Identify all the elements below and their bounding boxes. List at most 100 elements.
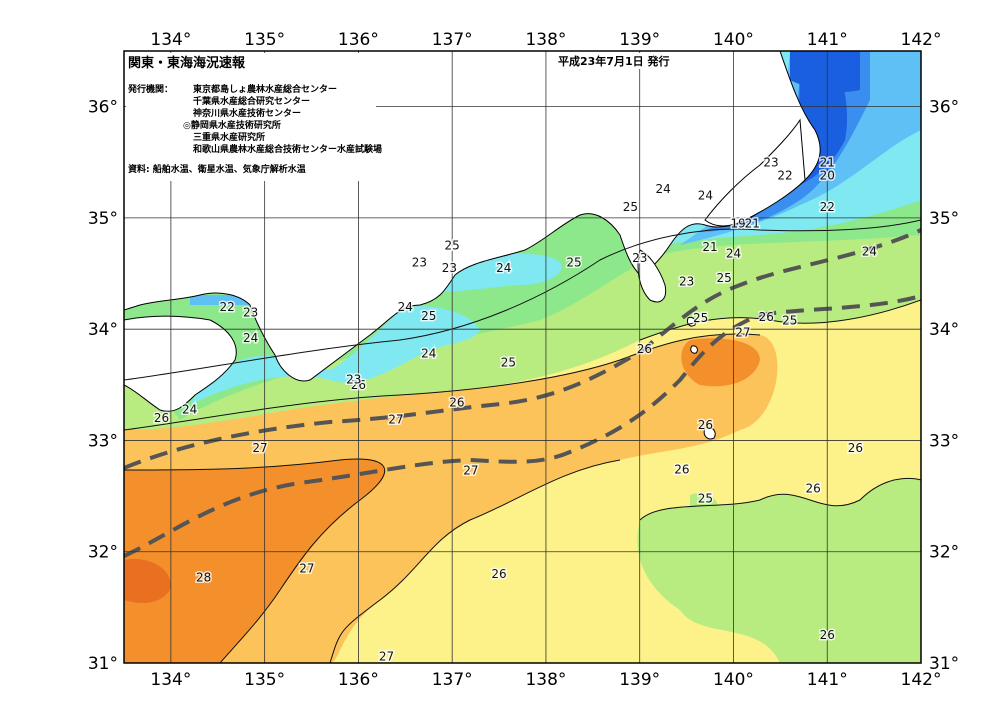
map-title: 関東・東海海況速報 [128,55,246,71]
contour-label-25: 25 [693,311,708,325]
contour-label-27: 27 [299,561,314,575]
contour-label-25: 25 [566,255,581,269]
contour-label-24: 24 [421,347,436,361]
issuer-1: 千葉県水産総合研究センター [193,95,310,107]
contour-label-26: 26 [759,310,774,324]
contour-label-27: 27 [388,412,403,426]
issue-date: 平成23年7月1日 発行 [558,54,669,68]
land-shikoku [124,315,237,412]
contour-label-23: 23 [412,255,427,269]
left-lat-tick-34: 34° [88,320,118,340]
isotherm-east [639,477,921,521]
bottom-lon-tick-134: 134° [150,670,191,690]
contour-label-21: 21 [745,216,760,230]
contour-label-23: 23 [243,305,258,319]
top-lon-tick-135: 135° [244,30,285,50]
top-lon-tick-140: 140° [713,30,754,50]
right-lat-tick-31: 31° [929,654,959,674]
contour-label-26: 26 [637,342,652,356]
data-source: 資料: 船舶水温、衛星水温、気象庁解析水温 [128,163,306,175]
contour-label-22: 22 [777,169,792,183]
contour-label-25: 25 [623,200,638,214]
sst-28-zone-izu [681,338,760,387]
top-lon-tick-141: 141° [807,30,848,50]
sst-27-zone [124,334,778,663]
contour-label-25: 25 [782,313,797,327]
contour-label-24: 24 [726,247,741,261]
sst-22-kii-west [190,295,250,305]
contour-label-19: 19 [731,216,746,230]
issuer-0: 東京都島しょ農林水産総合センター [193,83,337,95]
contour-label-26: 26 [820,628,835,642]
issuer-5: 和歌山県農林水産総合技術センター水産試験場 [192,143,382,155]
land-hachijo [703,426,716,440]
contour-label-27: 27 [735,326,750,340]
right-lat-tick-36: 36° [929,98,959,118]
right-lat-tick-35: 35° [929,209,959,229]
left-lat-tick-32: 32° [88,543,118,563]
contour-label-24: 24 [496,261,511,275]
contour-label-24: 24 [243,331,258,345]
contour-label-23: 23 [679,274,694,288]
right-lat-tick-32: 32° [929,543,959,563]
right-lat-tick-33: 33° [929,431,959,451]
top-lon-tick-142: 142° [901,30,942,50]
contour-label-24: 24 [182,402,197,416]
info-panel: 関東・東海海況速報 発行機関： 東京都島しょ農林水産総合センター 千葉県水産総合… [126,53,382,181]
kuroshio-south-limit [124,294,921,558]
bottom-lon-tick-142: 142° [901,670,942,690]
left-lat-tick-36: 36° [88,98,118,118]
sst-23-coastal-band [190,306,480,405]
contour-label-26: 26 [449,396,464,410]
contour-label-25: 25 [716,271,731,285]
contour-label-25: 25 [501,356,516,370]
contour-label-28: 28 [196,570,211,584]
land-miyake [690,345,698,354]
top-lon-tick-139: 139° [619,30,660,50]
bottom-lon-tick-137: 137° [432,670,473,690]
contour-label-24: 24 [656,182,671,196]
contour-label-26: 26 [351,378,366,392]
bottom-lon-tick-139: 139° [619,670,660,690]
issuers-label: 発行機関： [127,83,173,95]
isotherm-25 [124,219,921,381]
top-lon-tick-134: 134° [150,30,191,50]
bottom-lon-tick-138: 138° [525,670,566,690]
contour-label-23: 23 [442,261,457,275]
left-lat-tick-31: 31° [88,654,118,674]
isotherm-24 [639,299,921,341]
contour-label-26: 26 [848,441,863,455]
sst-29-zone [124,559,171,603]
map-frame [123,50,922,664]
contour-label-21: 21 [820,155,835,169]
contour-label-24: 24 [698,189,713,203]
issuer-2: 神奈川県水産技術センター [193,107,301,119]
sst-25-zone-hachijo [690,493,719,516]
contour-label-25: 25 [698,491,713,505]
sst-25-zone-east [637,478,921,663]
contour-label-27: 27 [252,441,267,455]
contour-label-26: 26 [154,411,169,425]
left-lat-tick-35: 35° [88,209,118,229]
contour-label-23: 23 [632,251,647,265]
contour-label-23: 23 [763,155,778,169]
isotherm-26 [124,333,761,431]
sst-20-zone-north [790,51,860,92]
contour-label-26: 26 [698,418,713,432]
land-boso-peninsula [704,118,806,227]
contour-label-22: 22 [820,200,835,214]
issuer-3: ◎静岡県水産技術研究所 [183,119,281,131]
bottom-lon-tick-141: 141° [807,670,848,690]
contour-label-24: 24 [398,300,413,314]
date-bg [556,53,716,69]
info-panel-bg [126,53,376,181]
top-lon-tick-136: 136° [338,30,379,50]
bottom-lon-tick-135: 135° [244,670,285,690]
contour-label-20: 20 [820,169,835,183]
contour-label-24: 24 [862,244,877,258]
isotherm-27 [124,458,385,663]
kuroshio-axes [124,228,921,558]
bottom-lon-tick-140: 140° [713,670,754,690]
contour-label-25: 25 [421,309,436,323]
